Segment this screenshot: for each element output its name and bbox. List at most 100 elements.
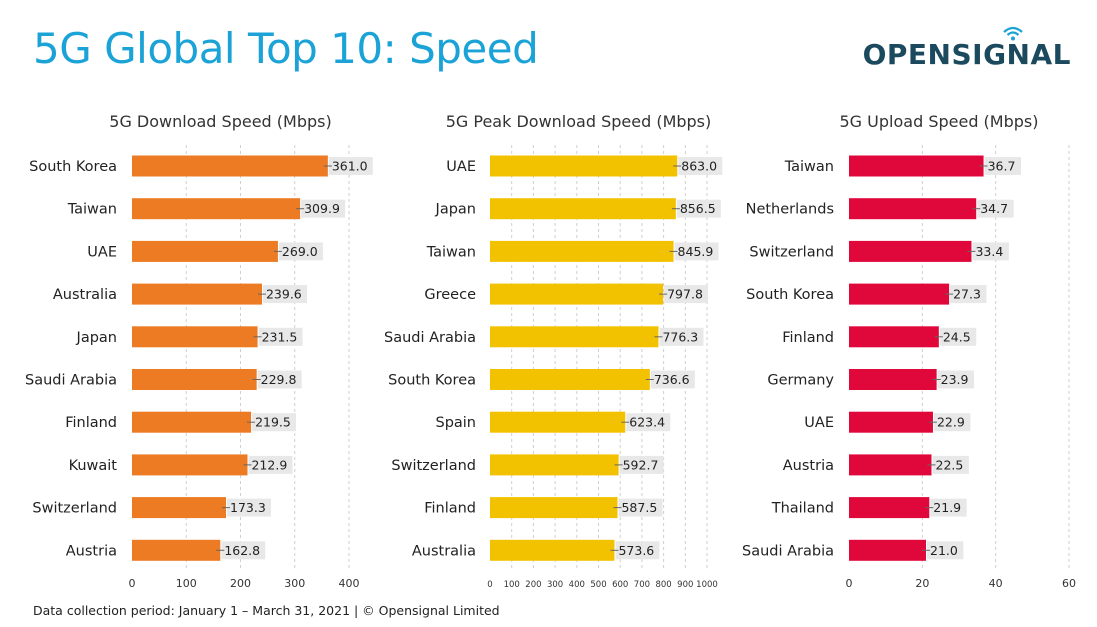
bar xyxy=(849,411,933,433)
value-label: 173.3 xyxy=(230,500,266,515)
footer-note: Data collection period: January 1 – Marc… xyxy=(33,603,500,618)
bar xyxy=(849,198,977,220)
category-label: UAE xyxy=(804,415,834,431)
chart-title: 5G Peak Download Speed (Mbps) xyxy=(446,112,712,131)
value-label: 22.5 xyxy=(936,457,964,472)
value-label-bg xyxy=(939,327,977,346)
opensignal-logo: OPENSIGNAL xyxy=(862,26,1071,71)
bar xyxy=(849,539,926,561)
bar xyxy=(132,497,227,519)
bar xyxy=(490,155,678,177)
category-label: Taiwan xyxy=(67,202,117,218)
x-tick-label: 100 xyxy=(504,580,520,590)
bar xyxy=(490,369,650,390)
value-label: 24.5 xyxy=(943,329,971,344)
value-label: 219.5 xyxy=(255,415,291,430)
category-label: Greece xyxy=(424,287,476,303)
category-label: Thailand xyxy=(771,501,834,517)
bar xyxy=(490,539,615,561)
value-label-bg xyxy=(301,199,346,218)
page-title: 5G Global Top 10: Speed xyxy=(33,24,539,73)
value-label-bg xyxy=(262,285,307,304)
chart-download-speed: 5G Download Speed (Mbps) 0 100 200 300 400 361… xyxy=(25,112,373,590)
bar xyxy=(490,326,659,348)
x-tick-label: 200 xyxy=(525,580,541,590)
category-label: Japan xyxy=(76,330,117,346)
value-label: 33.4 xyxy=(975,244,1003,259)
value-label-bg xyxy=(618,498,663,517)
x-tick-label: 0 xyxy=(129,577,136,590)
value-label-bg xyxy=(664,285,709,304)
bar xyxy=(849,240,972,262)
category-label: Austria xyxy=(66,543,117,559)
category-label: UAE xyxy=(446,159,476,175)
category-label: Australia xyxy=(412,543,476,559)
bar xyxy=(849,283,950,305)
category-label: South Korea xyxy=(388,373,476,389)
value-label: 797.8 xyxy=(667,287,703,302)
value-label: 212.9 xyxy=(251,457,287,472)
category-label: Saudi Arabia xyxy=(384,330,476,346)
value-label-bg xyxy=(650,370,695,389)
value-label-bg xyxy=(328,157,373,175)
value-label: 592.7 xyxy=(623,457,659,472)
chart-peak-download-speed: 5G Peak Download Speed (Mbps) 0 100 200 300 4… xyxy=(384,112,723,590)
bar xyxy=(132,198,301,220)
bar xyxy=(490,240,674,262)
value-label: 23.9 xyxy=(941,372,969,387)
bar xyxy=(132,240,278,262)
logo-text: OPENSIGNAL xyxy=(862,38,1071,71)
category-label: Germany xyxy=(767,373,834,389)
category-label: Finland xyxy=(782,330,834,346)
x-tick-label: 100 xyxy=(176,577,197,590)
x-tick-label: 400 xyxy=(569,580,585,590)
x-tick-label: 0 xyxy=(846,577,853,590)
category-label: Finland xyxy=(65,415,117,431)
value-label: 229.8 xyxy=(261,372,297,387)
value-label-bg xyxy=(933,413,971,432)
value-label-bg xyxy=(252,413,297,432)
x-tick-label: 500 xyxy=(590,580,606,590)
value-label: 269.0 xyxy=(282,244,318,259)
value-label-bg xyxy=(937,370,975,389)
value-label: 776.3 xyxy=(662,329,698,344)
value-label-bg xyxy=(659,327,704,346)
bar xyxy=(849,155,984,177)
category-label: Kuwait xyxy=(69,458,118,474)
value-label: 231.5 xyxy=(262,329,298,344)
category-label: South Korea xyxy=(746,287,834,303)
value-label: 573.6 xyxy=(618,543,654,558)
category-label: Japan xyxy=(435,202,476,218)
value-label-bg xyxy=(930,498,967,517)
value-label-bg xyxy=(278,242,323,261)
value-label-bg xyxy=(257,370,302,389)
value-label: 22.9 xyxy=(937,415,965,430)
x-tick-label: 300 xyxy=(284,577,305,590)
category-label: Switzerland xyxy=(391,458,476,474)
value-label-bg xyxy=(932,455,969,474)
category-label: Saudi Arabia xyxy=(742,543,834,559)
bar xyxy=(132,369,257,390)
value-label-bg xyxy=(674,242,719,261)
value-label-bg xyxy=(248,455,293,474)
value-label: 361.0 xyxy=(332,159,368,174)
value-label-bg xyxy=(984,157,1021,175)
category-label: Netherlands xyxy=(746,202,834,218)
bar xyxy=(490,497,618,519)
bar xyxy=(132,155,328,177)
bar xyxy=(132,326,258,348)
x-tick-label: 600 xyxy=(612,580,628,590)
x-tick-label: 60 xyxy=(1062,577,1076,590)
bar xyxy=(490,198,676,220)
value-label: 845.9 xyxy=(678,244,714,259)
category-label: Spain xyxy=(435,415,476,431)
x-tick-label: 900 xyxy=(677,580,693,590)
value-label: 863.0 xyxy=(681,159,717,174)
bar xyxy=(132,539,221,561)
value-label: 239.6 xyxy=(266,287,302,302)
value-label: 587.5 xyxy=(621,500,657,515)
value-label-bg xyxy=(972,242,1009,261)
chart-title: 5G Download Speed (Mbps) xyxy=(109,112,331,131)
value-label: 736.6 xyxy=(654,372,690,387)
value-label: 623.4 xyxy=(629,415,665,430)
